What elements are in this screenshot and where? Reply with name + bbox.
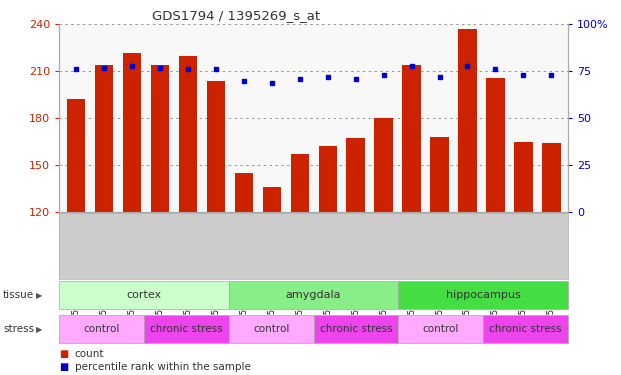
Text: control: control: [253, 324, 289, 334]
Bar: [458, 29, 476, 212]
Bar: [263, 187, 281, 212]
Bar: [66, 99, 85, 212]
Bar: [94, 65, 113, 212]
Bar: [319, 146, 337, 212]
Bar: [207, 81, 225, 212]
Bar: [235, 173, 253, 212]
Text: stress: stress: [3, 324, 34, 334]
Bar: [514, 142, 533, 212]
Text: ■: ■: [59, 350, 68, 359]
Bar: [179, 56, 197, 212]
Bar: [542, 143, 561, 212]
Text: hippocampus: hippocampus: [446, 290, 521, 300]
Bar: [486, 78, 504, 212]
Text: count: count: [75, 350, 104, 359]
Text: tissue: tissue: [3, 290, 34, 300]
Bar: [402, 65, 420, 212]
Text: control: control: [423, 324, 459, 334]
Text: cortex: cortex: [126, 290, 161, 300]
Text: ▶: ▶: [36, 291, 42, 300]
Text: chronic stress: chronic stress: [489, 324, 562, 334]
Text: amygdala: amygdala: [286, 290, 342, 300]
Text: chronic stress: chronic stress: [320, 324, 392, 334]
Text: percentile rank within the sample: percentile rank within the sample: [75, 362, 250, 372]
Bar: [151, 65, 169, 212]
Bar: [430, 137, 448, 212]
Bar: [291, 154, 309, 212]
Text: ▶: ▶: [36, 324, 42, 334]
Bar: [374, 118, 392, 212]
Text: GDS1794 / 1395269_s_at: GDS1794 / 1395269_s_at: [152, 9, 320, 22]
Text: ■: ■: [59, 362, 68, 372]
Text: control: control: [83, 324, 120, 334]
Text: chronic stress: chronic stress: [150, 324, 222, 334]
Bar: [122, 53, 141, 212]
Bar: [347, 138, 365, 212]
